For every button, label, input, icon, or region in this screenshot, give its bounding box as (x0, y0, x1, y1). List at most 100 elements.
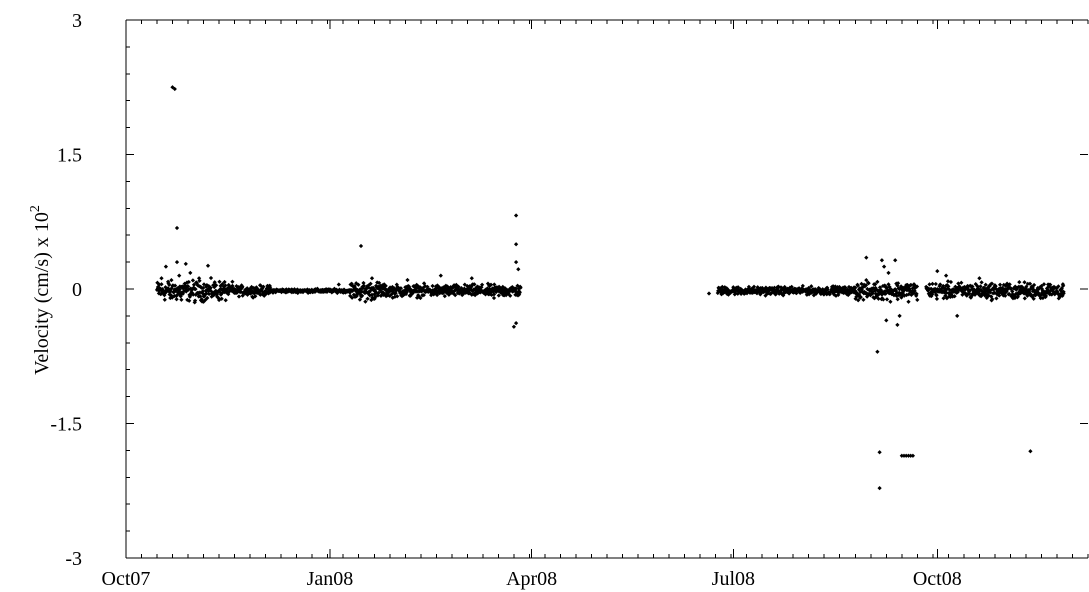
x-tick-label: Jan08 (307, 568, 354, 590)
data-point (191, 292, 196, 297)
data-point (979, 280, 984, 285)
data-point (731, 285, 736, 290)
data-point (997, 293, 1002, 298)
data-point (230, 279, 235, 284)
data-point (983, 282, 988, 287)
data-point (186, 279, 191, 285)
data-point (1017, 279, 1022, 285)
data-point (513, 213, 519, 218)
data-point (198, 294, 203, 299)
data-point (830, 284, 836, 289)
data-point (893, 258, 898, 263)
data-point (469, 276, 474, 281)
data-point (488, 282, 494, 287)
data-point (866, 281, 871, 286)
x-tick-label: Apr08 (506, 568, 557, 590)
data-point (438, 273, 443, 278)
data-point (185, 284, 191, 289)
data-point (997, 282, 1003, 287)
y-axis-ticks: 3 1.5 0 -1.5 -3 (50, 10, 1088, 570)
data-point (1061, 283, 1066, 288)
data-point (517, 290, 522, 295)
data-point (361, 283, 367, 288)
data-point (516, 267, 521, 272)
data-point (853, 285, 858, 290)
data-point (751, 284, 757, 289)
y-tick-label: 0 (72, 279, 82, 301)
data-point (881, 297, 886, 302)
data-point (205, 263, 211, 268)
data-point (800, 283, 805, 289)
data-point (855, 283, 860, 288)
data-point (169, 277, 174, 283)
data-point (959, 280, 964, 285)
data-point (1010, 289, 1015, 294)
x-tick-label: Oct07 (102, 568, 151, 590)
data-point (212, 282, 217, 287)
data-point (479, 282, 485, 287)
data-point (361, 280, 366, 286)
data-point (513, 286, 519, 291)
data-point (899, 453, 904, 458)
data-point (188, 270, 193, 276)
data-point (336, 282, 341, 287)
data-point (877, 450, 882, 455)
data-point (904, 453, 909, 458)
data-point (398, 286, 404, 291)
data-point (240, 293, 245, 298)
data-point (201, 282, 207, 287)
data-point (174, 225, 180, 231)
data-point (873, 282, 878, 287)
data-point (1003, 293, 1008, 298)
data-point (217, 279, 222, 284)
data-point (883, 291, 888, 296)
data-point (453, 292, 458, 298)
data-point (863, 283, 869, 288)
data-point (875, 349, 880, 354)
y-tick-label: 3 (72, 10, 82, 32)
data-point (809, 284, 814, 289)
data-point (955, 313, 960, 319)
data-point (187, 298, 192, 303)
data-point (910, 453, 916, 458)
y-axis-label: Velocity (cm/s) x 102 (28, 205, 53, 375)
x-tick-label: Jul08 (712, 568, 755, 590)
data-point (518, 285, 523, 290)
data-point (240, 284, 245, 289)
data-point (191, 282, 197, 287)
data-point (1007, 282, 1012, 287)
data-point (421, 292, 426, 298)
data-point (876, 296, 881, 301)
data-point (383, 283, 388, 289)
data-point (212, 280, 217, 285)
data-point (357, 297, 363, 302)
data-point (993, 283, 998, 289)
data-point (365, 296, 370, 301)
data-point (886, 270, 891, 276)
data-point (934, 296, 940, 302)
data-point (222, 279, 227, 285)
data-point (941, 296, 946, 301)
data-point (1025, 293, 1030, 298)
data-point (456, 284, 461, 289)
data-point (267, 285, 273, 290)
data-point (496, 293, 501, 298)
data-point (442, 293, 447, 299)
data-point (901, 453, 907, 458)
data-point (219, 296, 224, 301)
data-point (908, 453, 913, 458)
y-tick-label: 1.5 (57, 145, 82, 167)
data-point (165, 279, 171, 284)
data-point (994, 296, 999, 301)
data-point (356, 282, 361, 287)
data-point (906, 299, 911, 304)
data-point (990, 296, 995, 302)
y-tick-label: -3 (65, 548, 82, 570)
data-point (967, 291, 972, 296)
data-point (894, 290, 900, 295)
data-point (864, 277, 869, 283)
x-tick-label: Oct08 (913, 568, 962, 590)
data-point (359, 293, 365, 298)
data-point (200, 289, 205, 294)
data-point (511, 324, 517, 329)
